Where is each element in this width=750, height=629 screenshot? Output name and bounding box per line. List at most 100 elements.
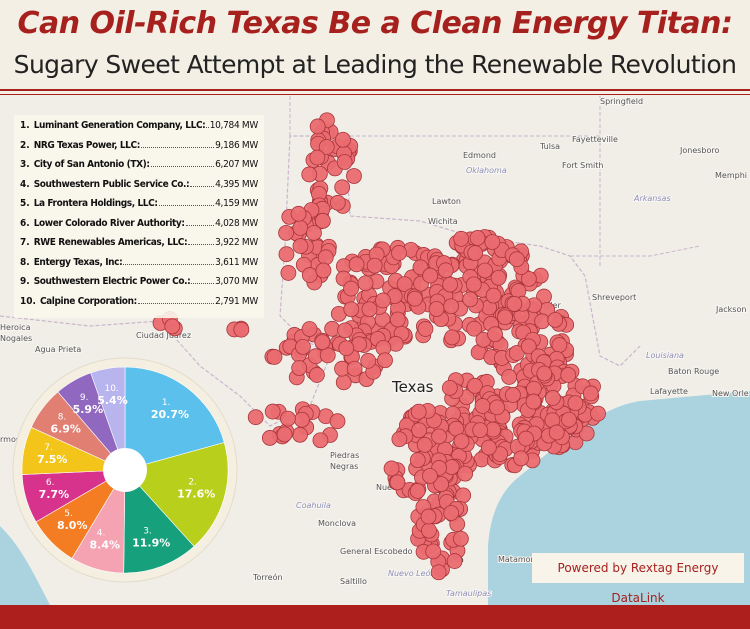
water	[0, 526, 50, 605]
leader	[188, 236, 215, 245]
map-label: rmos	[0, 435, 20, 444]
map-label: Lawton	[432, 197, 461, 206]
list-rank: 7.	[20, 237, 30, 248]
plant-dot	[525, 393, 542, 410]
plant-dot	[396, 276, 413, 293]
map-label: Oklahoma	[466, 166, 507, 175]
leader	[185, 217, 215, 226]
plant-dot	[343, 280, 359, 297]
plant-dot	[314, 334, 331, 351]
slice-category: 10.	[104, 384, 118, 394]
plant-dot	[421, 522, 437, 539]
leader	[190, 178, 215, 187]
plant-dot	[485, 287, 502, 304]
plant-dot	[410, 403, 427, 420]
border	[289, 96, 701, 266]
plant-dot	[335, 374, 352, 391]
plant-dot	[247, 409, 264, 426]
plant-dot	[312, 432, 329, 449]
plant-dot	[292, 220, 309, 236]
plant-dot	[484, 234, 501, 250]
slice-category: 7.	[44, 443, 53, 453]
plant-dot	[466, 377, 483, 394]
plant-dot	[301, 166, 318, 183]
list-rank: 9.	[20, 276, 30, 287]
plant-dot	[278, 246, 295, 263]
plant-dot	[417, 321, 434, 337]
plant-dot	[319, 347, 336, 364]
plant-dot	[547, 312, 564, 328]
map-label: Lafayette	[650, 387, 688, 396]
map-label: Nuevo León	[388, 568, 436, 578]
plant-dot	[280, 410, 296, 427]
plant-dot	[508, 251, 525, 268]
list-value: 9,186 MW	[215, 139, 258, 151]
list-name: La Frontera Holdings, LLC:	[33, 198, 158, 209]
map-label: Fayetteville	[572, 135, 618, 144]
plant-dot	[346, 168, 362, 184]
plant-dot	[361, 301, 378, 318]
plant-dot	[317, 249, 334, 266]
plant-dot	[567, 395, 584, 412]
subtitle: Sugary Sweet Attempt at Leading the Rene…	[13, 50, 737, 79]
list-row: 8. Entergy Texas, Inc: 3,611 MW	[20, 256, 258, 276]
plant-dot	[472, 422, 489, 439]
plant-dot	[490, 269, 507, 286]
map-label: Edmond	[463, 151, 496, 160]
plant-dot	[462, 291, 479, 308]
gulf	[488, 391, 750, 605]
plant-dot	[548, 424, 565, 441]
plant-dot	[422, 467, 438, 484]
plant-dot	[164, 318, 181, 335]
list-value: 6,207 MW	[215, 159, 258, 170]
slice-category: 2.	[188, 478, 197, 488]
plant-dot	[467, 245, 484, 262]
plant-dot	[437, 262, 454, 279]
slice-label: 8.0%	[57, 519, 88, 532]
slice-category: 8.	[58, 412, 67, 422]
title: Can Oil-Rich Texas Be a Clean Energy Tit…	[17, 6, 733, 41]
plant-dot	[561, 411, 577, 428]
list-row: 10. Calpine Corporation: 2,791 MW	[20, 295, 258, 315]
plant-dot	[334, 179, 351, 196]
map-label: Texas	[391, 378, 434, 396]
list-name: RWE Renewables Americas, LLC:	[33, 237, 188, 248]
plant-dot	[329, 413, 346, 430]
slice-label: 7.7%	[39, 488, 70, 501]
plant-dot	[480, 439, 497, 456]
leader	[191, 275, 215, 284]
plant-dot	[425, 543, 442, 560]
plant-dot	[477, 262, 493, 279]
leader	[123, 256, 215, 265]
list-rank: 6.	[20, 217, 30, 229]
plant-dot	[278, 224, 295, 241]
map-label: Arkansas	[633, 194, 671, 203]
slice-category: 1.	[162, 398, 171, 408]
pie-hole	[103, 448, 147, 492]
plant-dot	[544, 390, 561, 406]
pie-slice	[90, 366, 126, 471]
plant-dot	[508, 345, 525, 361]
leader	[137, 295, 215, 304]
slice-category: 3.	[143, 526, 152, 536]
map-label: Jackson	[715, 305, 746, 314]
pie-slice	[124, 366, 225, 471]
plant-dot	[443, 298, 460, 315]
list-row: 6. Lower Colorado River Authority: 4,028 M…	[20, 217, 258, 237]
list-rank: 1.	[20, 120, 30, 131]
list-name: City of San Antonio (TX):	[33, 159, 150, 170]
plant-dot	[513, 450, 529, 467]
plant-dot	[266, 349, 283, 365]
company-list: 1. Luminant Generation Company, LLC: 10,78…	[14, 115, 264, 318]
pie-slice	[124, 442, 229, 547]
map-label: Coahuila	[296, 501, 331, 510]
slice-label: 17.6%	[177, 488, 215, 501]
plant-dot	[314, 212, 331, 229]
map-label: Monclova	[318, 519, 356, 528]
slice-category: 9.	[80, 393, 89, 403]
plant-dot	[453, 433, 470, 450]
plant-dot	[389, 311, 406, 328]
list-row: 7. RWE Renewables Americas, LLC: 3,922 MW	[20, 236, 258, 256]
map-label: Agua Prieta	[35, 345, 81, 354]
